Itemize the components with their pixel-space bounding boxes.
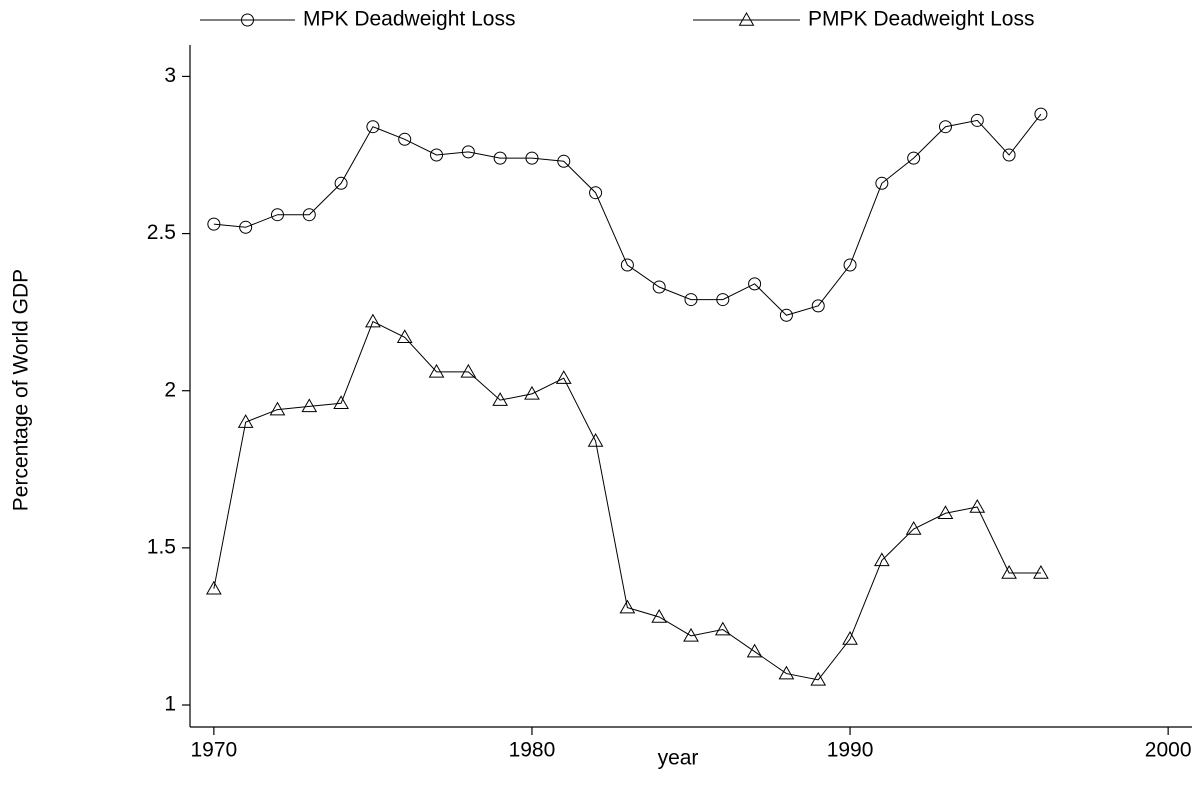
data-point <box>683 627 699 642</box>
data-point <box>619 599 636 614</box>
data-point <box>430 148 444 162</box>
data-point <box>970 113 984 127</box>
x-tick-label: 1990 <box>827 739 874 762</box>
legend-marker <box>241 13 254 27</box>
y-axis-label: Percentage of World GDP <box>10 269 33 511</box>
data-point <box>396 329 413 344</box>
legend-label: PMPK Deadweight Loss <box>808 8 1034 31</box>
legend-marker <box>738 11 755 26</box>
data-point <box>714 621 731 636</box>
data-point <box>587 432 604 447</box>
x-tick-label: 1970 <box>190 739 237 762</box>
data-point <box>907 151 921 165</box>
data-point <box>334 176 348 190</box>
data-point <box>748 277 762 291</box>
data-point <box>905 520 922 535</box>
y-tick-label: 1 <box>164 693 176 716</box>
data-point <box>525 151 539 165</box>
data-point <box>493 151 507 165</box>
data-point <box>205 580 222 595</box>
y-tick-label: 2 <box>164 378 176 401</box>
y-tick-label: 1.5 <box>147 535 176 558</box>
data-point <box>460 363 477 378</box>
data-point <box>365 313 381 328</box>
data-point <box>779 308 793 322</box>
data-point <box>938 120 952 134</box>
data-point <box>398 132 412 146</box>
series-line <box>213 113 1042 316</box>
y-tick-label: 3 <box>164 64 176 87</box>
data-point <box>778 665 795 680</box>
data-point <box>589 186 603 200</box>
data-point <box>207 217 221 231</box>
data-point <box>428 363 445 378</box>
data-point <box>652 280 666 294</box>
x-axis-label: year <box>658 747 699 770</box>
data-point <box>810 671 827 686</box>
data-point <box>684 293 698 307</box>
data-point <box>492 392 509 406</box>
data-point <box>746 643 763 658</box>
y-tick-label: 2.5 <box>147 221 176 244</box>
data-point <box>270 208 284 222</box>
legend-label: MPK Deadweight Loss <box>303 8 515 31</box>
data-point <box>524 385 540 400</box>
data-point <box>811 299 825 313</box>
data-point <box>1033 564 1049 579</box>
data-point <box>555 370 572 384</box>
data-point <box>557 154 571 168</box>
data-point <box>269 401 286 416</box>
series-line <box>213 320 1041 681</box>
data-point <box>302 208 316 222</box>
data-point <box>651 608 668 623</box>
data-point <box>1001 564 1017 579</box>
data-point <box>716 293 730 307</box>
x-tick-label: 2000 <box>1145 739 1192 762</box>
data-point <box>333 395 349 410</box>
data-point <box>239 220 253 234</box>
data-point <box>842 630 858 645</box>
x-tick-label: 1980 <box>509 739 556 762</box>
data-point <box>843 258 857 272</box>
data-point <box>1002 148 1016 162</box>
data-point <box>461 145 475 159</box>
data-point <box>237 414 254 428</box>
data-point <box>1034 107 1048 121</box>
data-point <box>620 258 634 272</box>
data-point <box>937 505 954 520</box>
data-point <box>301 398 318 413</box>
data-point <box>366 120 380 134</box>
data-point <box>969 498 986 513</box>
data-point <box>875 176 889 190</box>
data-point <box>873 552 890 567</box>
